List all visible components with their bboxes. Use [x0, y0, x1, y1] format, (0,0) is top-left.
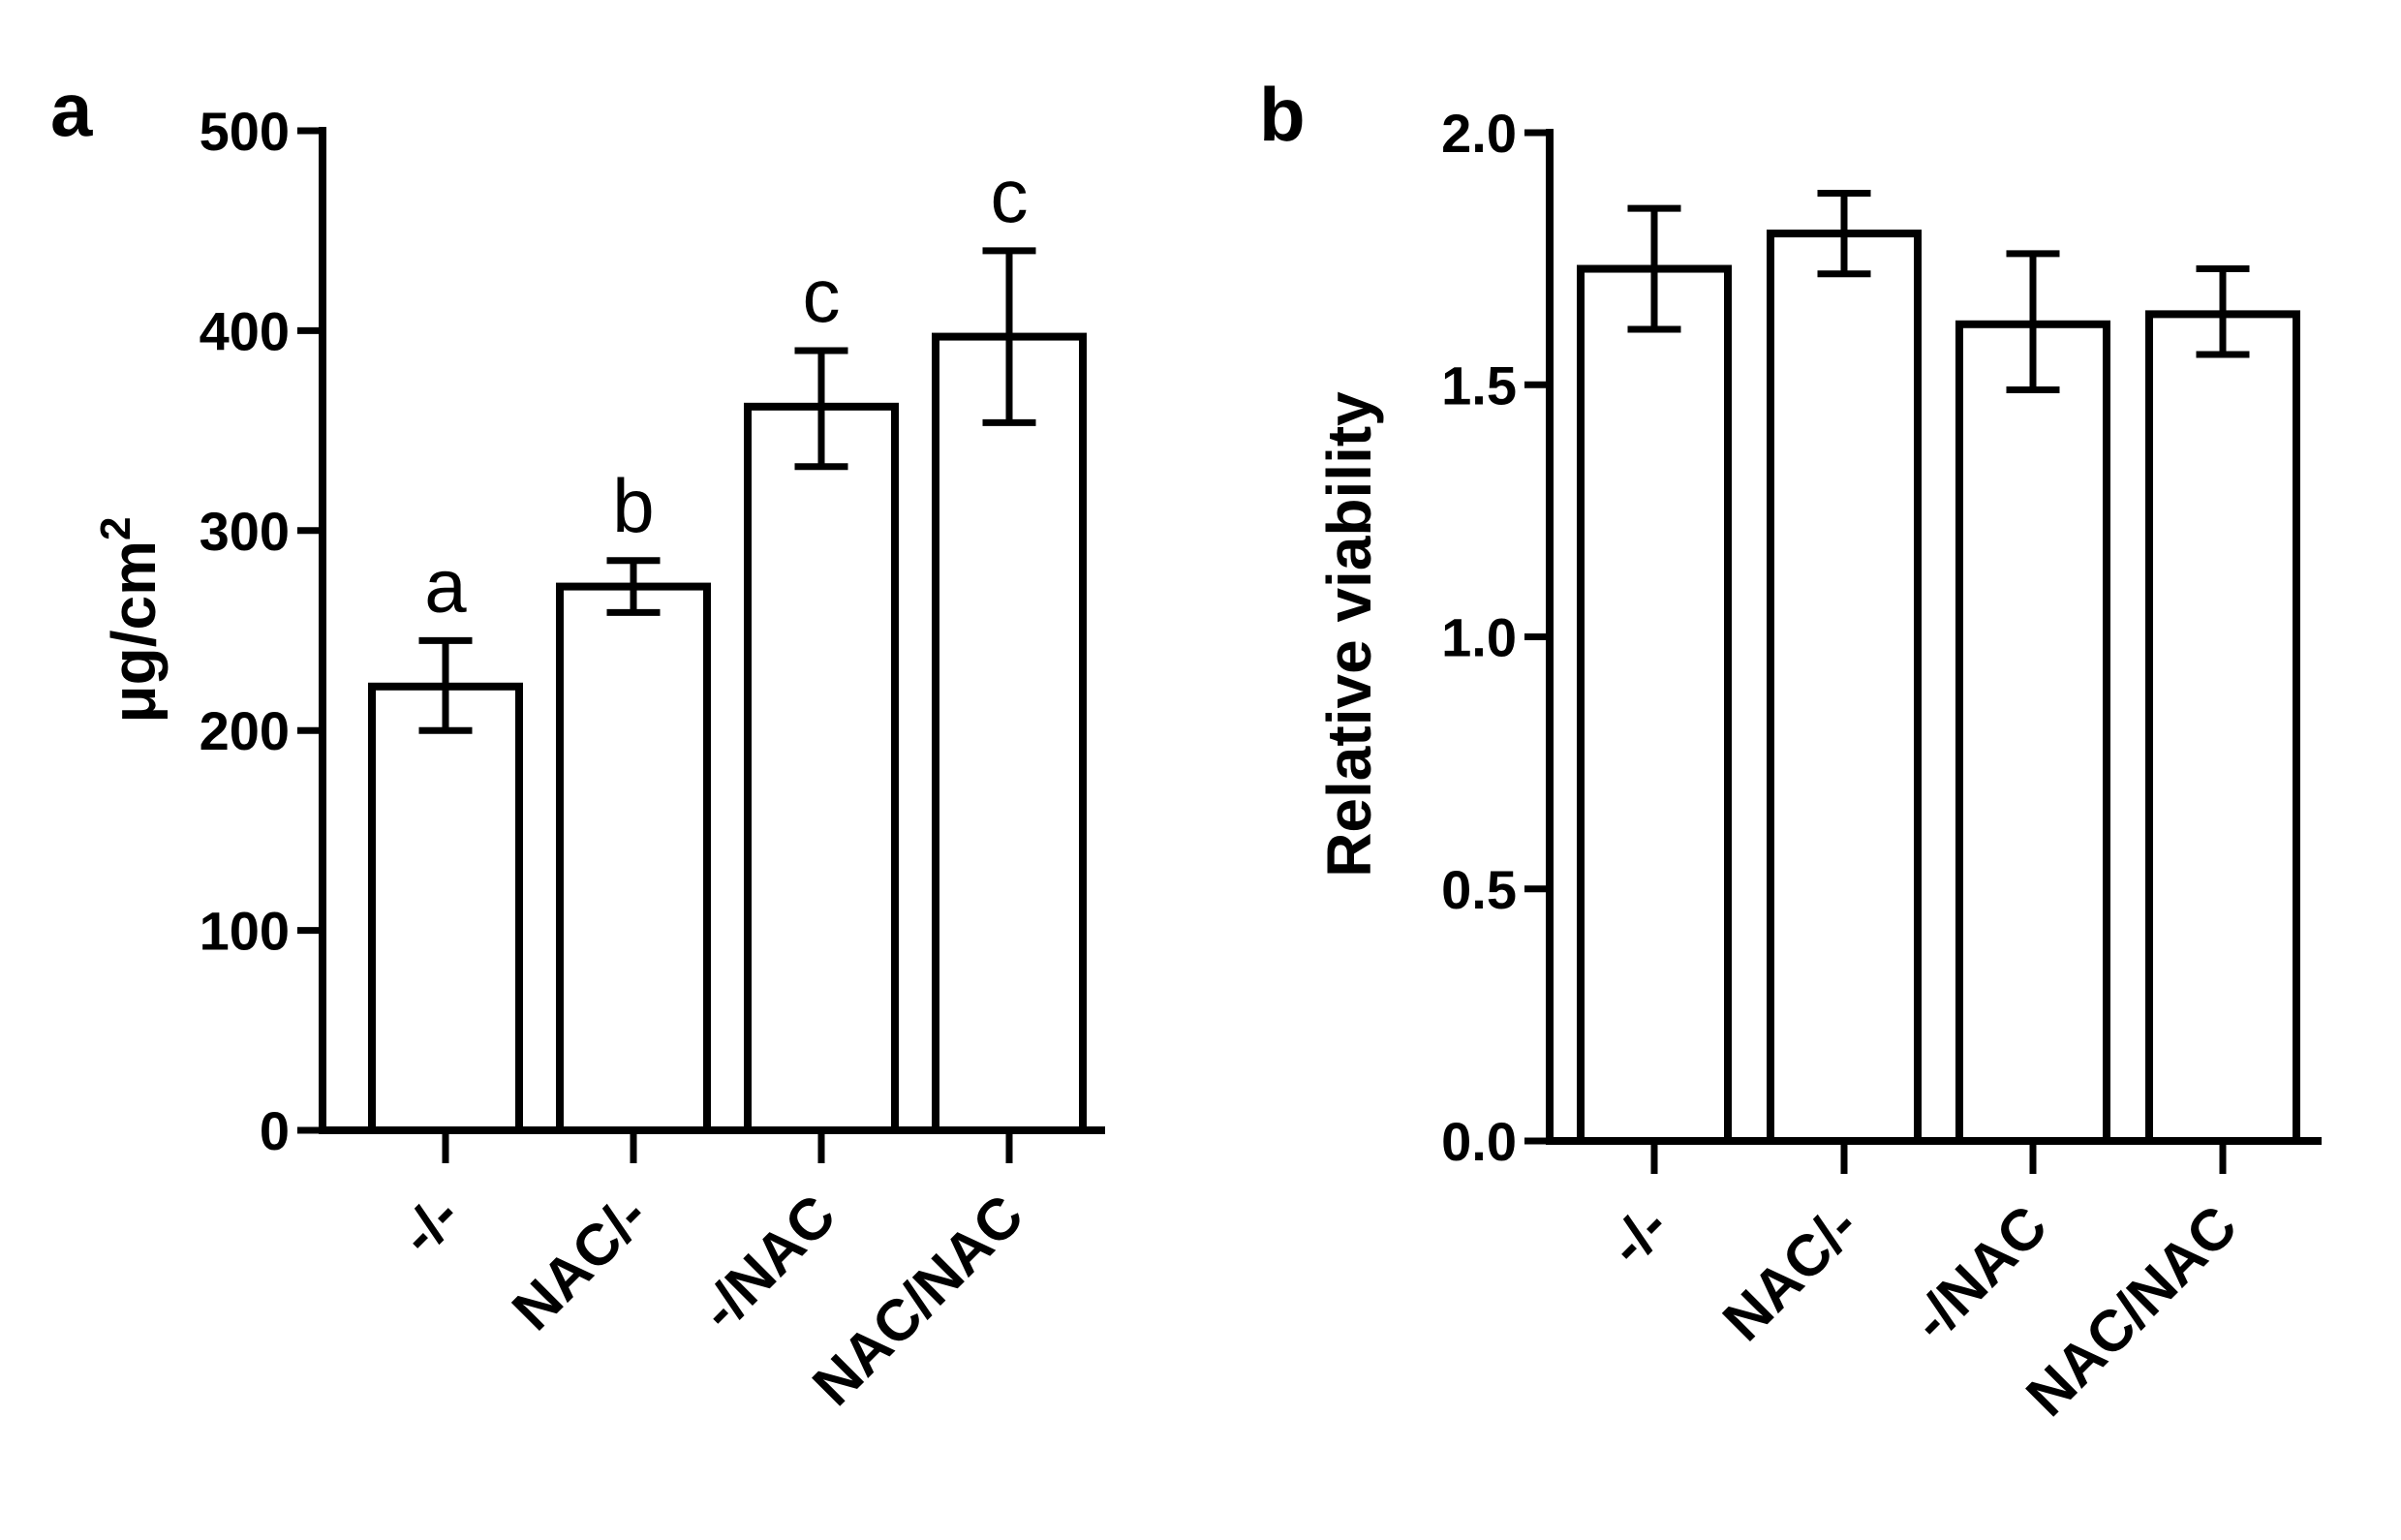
y-axis-title: μg/cm2	[92, 516, 169, 723]
bar	[744, 402, 899, 1135]
bar	[368, 682, 523, 1134]
y-tick-label: 400	[200, 300, 290, 361]
panel-label: b	[1259, 72, 1306, 157]
bar	[1577, 264, 1732, 1146]
significance-letter: c	[991, 153, 1029, 238]
x-tick-label: NAC/-	[500, 1183, 660, 1342]
y-tick-label: 1.0	[1441, 607, 1517, 668]
panel-label: a	[50, 67, 93, 152]
y-tick-label: 0.0	[1441, 1111, 1517, 1172]
significance-letter: b	[612, 463, 654, 548]
x-tick-label: -/NAC	[688, 1183, 847, 1342]
y-axis-title-text: Relative viability	[1314, 391, 1384, 878]
y-tick-label: 500	[200, 101, 290, 162]
y-tick-label: 200	[200, 700, 290, 761]
bar	[1955, 320, 2110, 1146]
x-tick-label: -/-	[387, 1183, 472, 1267]
bar	[2145, 310, 2300, 1145]
y-axis-title-text: μg/cm	[99, 540, 169, 724]
y-axis-title-superscript: 2	[92, 516, 139, 539]
bar	[556, 582, 711, 1134]
x-tick-label: NAC/NAC	[2014, 1193, 2249, 1429]
significance-letter: c	[803, 253, 841, 338]
y-tick-label: 0	[260, 1100, 290, 1161]
y-tick-label: 1.5	[1441, 354, 1517, 416]
significance-letter: a	[424, 542, 467, 628]
bar	[932, 332, 1087, 1135]
x-tick-label: -/NAC	[1899, 1193, 2059, 1353]
bar	[1767, 230, 1922, 1146]
y-tick-label: 0.5	[1441, 859, 1517, 920]
y-tick-label: 100	[200, 901, 290, 962]
y-tick-label: 300	[200, 501, 290, 562]
x-tick-label: -/-	[1596, 1193, 1680, 1278]
y-axis-title: Relative viability	[1314, 391, 1384, 878]
y-tick-label: 2.0	[1441, 103, 1517, 164]
x-tick-label: NAC/-	[1710, 1193, 1870, 1353]
